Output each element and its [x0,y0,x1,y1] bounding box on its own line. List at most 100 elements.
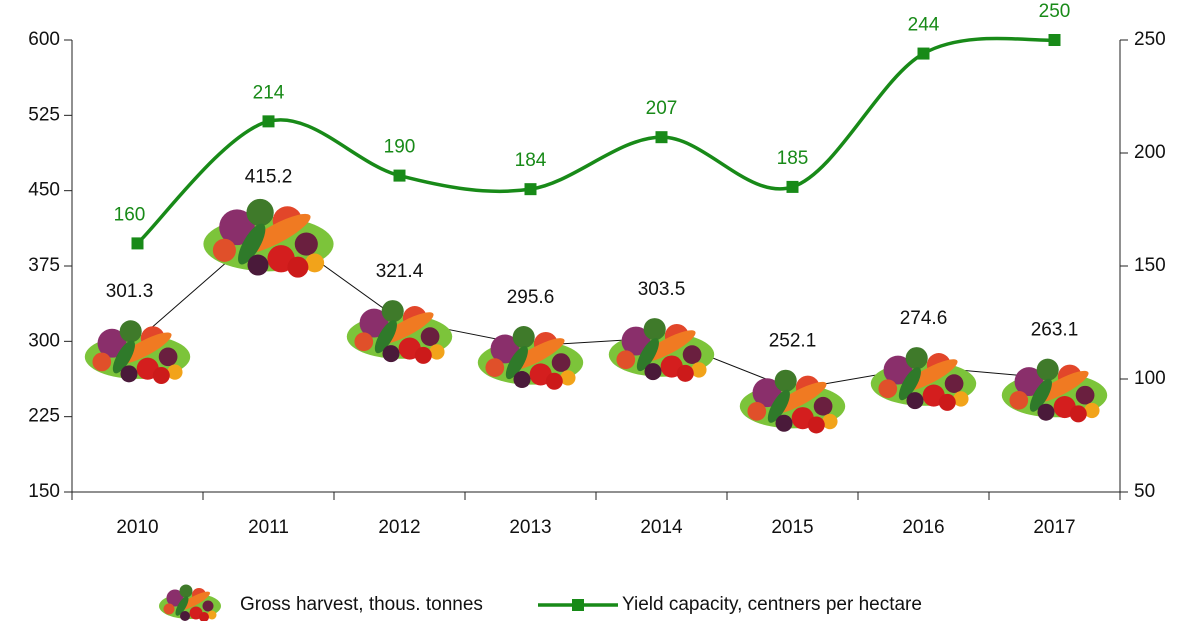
harvest-label: 263.1 [1031,319,1079,340]
yield-marker [1049,34,1061,46]
x-tick-label: 2013 [509,517,551,538]
y2-tick-label: 200 [1134,142,1166,163]
y-tick-label: 375 [28,255,60,276]
harvest-marker [740,370,845,434]
harvest-label: 303.5 [638,279,686,300]
vegetable-part [153,367,170,384]
vegetable-part [485,358,504,377]
vegetable-part [164,604,175,615]
vegetable-part [644,318,666,340]
vegetable-part [776,415,793,432]
y-tick-label: 150 [28,481,60,502]
yield-marker [394,170,406,182]
x-tick-label: 2017 [1033,517,1075,538]
y2-tick-label: 50 [1134,481,1155,502]
x-tick-label: 2012 [378,517,420,538]
harvest-label: 252.1 [769,330,817,351]
yield-marker [132,237,144,249]
vegetable-part [775,370,797,392]
vegetable-part [945,374,964,393]
y-tick-label: 225 [28,406,60,427]
vegetable-part [180,585,193,598]
vegetable-part [121,365,138,382]
vegetable-part [552,353,571,372]
x-tick-label: 2015 [771,517,813,538]
vegetable-part [159,347,178,366]
vegetable-part [287,257,308,278]
vegetable-part [248,255,269,276]
vegetable-part [295,232,318,255]
vegetable-part [683,345,702,364]
vegetable-part [415,347,432,364]
vegetable-part [354,332,373,351]
yield-label: 207 [646,98,678,119]
harvest-marker [871,347,976,411]
yield-line [138,38,1055,243]
legend-label: Yield capacity, centners per hectare [622,594,922,615]
vegetable-part [906,347,928,369]
vegetable-part [645,363,662,380]
yield-marker [787,181,799,193]
harvest-label: 295.6 [507,287,555,308]
y-tick-label: 300 [28,330,60,351]
vegetable-part [616,350,635,369]
vegetable-part [1038,404,1055,421]
vegetable-part [1070,405,1087,422]
yield-label: 214 [253,82,285,103]
yield-label: 160 [114,204,146,225]
harvest-marker [85,320,190,384]
vegetable-part [878,379,897,398]
legend-icon [159,585,221,621]
y-tick-label: 600 [28,29,60,50]
vegetable-part [514,371,531,388]
harvest-label: 321.4 [376,261,424,282]
vegetable-part [808,416,825,433]
vegetable-part [246,199,273,226]
yield-marker [656,131,668,143]
vegetable-part [677,365,694,382]
yield-marker [263,115,275,127]
harvest-marker [609,318,714,382]
harvest-label: 415.2 [245,167,293,188]
vegetable-part [180,611,190,621]
x-tick-label: 2010 [116,517,158,538]
vegetable-part [421,327,440,346]
y2-tick-label: 150 [1134,255,1166,276]
chart: 1502253003754505256005010015020025020102… [0,0,1188,621]
harvest-label: 301.3 [106,281,154,302]
vegetable-part [939,394,956,411]
yield-label: 250 [1039,1,1071,22]
vegetable-part [383,345,400,362]
harvest-marker [347,300,452,364]
vegetable-part [120,320,142,342]
yield-label: 190 [384,137,416,158]
legend-marker [572,599,584,611]
yield-label: 185 [777,148,809,169]
vegetable-part [546,373,563,390]
vegetable-part [1009,391,1028,410]
yield-marker [525,183,537,195]
harvest-label: 274.6 [900,308,948,329]
x-tick-label: 2011 [248,517,289,538]
harvest-marker [478,326,583,390]
yield-label: 184 [515,150,547,171]
vegetable-part [382,300,404,322]
x-tick-label: 2016 [902,517,944,538]
y2-tick-label: 250 [1134,29,1166,50]
yield-label: 244 [908,15,940,36]
vegetable-part [513,326,535,348]
yield-marker [918,48,930,60]
y2-tick-label: 100 [1134,368,1166,389]
vegetable-part [907,392,924,409]
vegetable-part [213,239,236,262]
legend-label: Gross harvest, thous. tonnes [240,594,483,615]
vegetable-part [1076,386,1095,405]
vegetable-part [1037,359,1059,381]
vegetable-part [92,353,111,372]
harvest-marker [1002,359,1107,423]
vegetable-part [203,601,214,612]
x-tick-label: 2014 [640,517,683,538]
y-tick-label: 525 [28,104,60,125]
vegetable-part [747,402,766,421]
vegetable-part [814,397,833,416]
